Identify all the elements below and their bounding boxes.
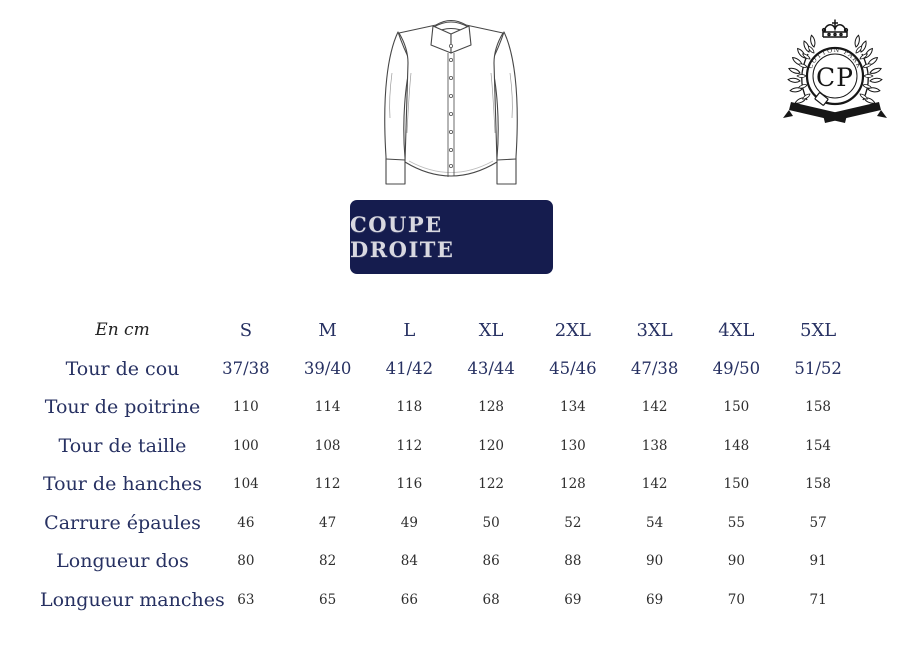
size-cell: 112	[396, 437, 423, 454]
size-cell: 54	[646, 514, 664, 531]
row-label: Longueur manches	[40, 588, 225, 611]
size-chart-header-row: En cm S M L XL 2XL 3XL 4XL 5XL	[40, 311, 859, 350]
size-chart-row: Tour de cou 37/38 39/40 41/42 43/44 45/46 47/3…	[40, 350, 859, 389]
size-cell: 63	[237, 591, 255, 608]
size-cell: 138	[641, 437, 668, 454]
size-cell: 142	[641, 476, 668, 493]
row-label: Longueur dos	[56, 550, 189, 573]
size-chart-row: Longueur dos 80 82 84 86 88 90 90 91	[40, 542, 859, 581]
logo-monogram: CP	[816, 63, 854, 92]
size-chart-row: Longueur manches 63 65 66 68 69 69 70 71	[40, 581, 859, 620]
size-cell: 46	[237, 514, 255, 531]
laurel-wreath-icon	[787, 34, 883, 106]
size-cell: 45/46	[549, 359, 597, 379]
size-cell: 116	[396, 476, 423, 493]
size-cell: 55	[727, 514, 745, 531]
size-cell: 69	[646, 591, 664, 608]
size-cell: 52	[564, 514, 582, 531]
size-cell: 112	[314, 476, 341, 493]
size-column-header: 3XL	[636, 319, 673, 341]
logo-ring	[805, 46, 865, 106]
size-cell: 130	[559, 437, 586, 454]
shirt-buttons	[449, 43, 454, 168]
size-cell: 49	[400, 514, 418, 531]
size-cell: 158	[805, 399, 832, 416]
size-cell: 80	[237, 553, 255, 570]
size-chart-row: Tour de taille 100 108 112 120 130 138 148 154	[40, 427, 859, 466]
row-label: Tour de hanches	[42, 473, 203, 496]
size-cell: 134	[559, 399, 586, 416]
size-cell: 86	[482, 553, 500, 570]
size-cell: 71	[809, 591, 827, 608]
fit-banner-label: COUPE DROITE	[350, 212, 455, 262]
shirt-body	[398, 19, 504, 177]
size-column-header: S	[239, 319, 253, 341]
size-cell: 118	[396, 399, 423, 416]
size-column-header: 4XL	[718, 319, 755, 341]
size-cell: 122	[478, 476, 505, 493]
size-cell: 84	[400, 553, 418, 570]
size-cell: 37/38	[222, 359, 270, 379]
size-cell: 57	[809, 514, 827, 531]
shirt-illustration	[384, 19, 518, 185]
size-chart-table: En cm S M L XL 2XL 3XL 4XL 5XL Tour de cou 37/38 39…	[40, 311, 859, 619]
row-label: Carrure épaules	[44, 511, 201, 534]
size-cell: 90	[727, 553, 745, 570]
size-cell: 41/42	[385, 359, 434, 379]
size-cell: 70	[727, 591, 745, 608]
size-cell: 108	[314, 437, 341, 454]
size-cell: 148	[723, 437, 750, 454]
size-column-header: XL	[478, 319, 504, 341]
size-cell: 100	[232, 437, 259, 454]
row-label: Tour de taille	[58, 434, 187, 457]
size-cell: 128	[559, 476, 586, 493]
size-cell: 68	[482, 591, 500, 608]
size-cell: 49/50	[712, 359, 761, 379]
size-cell: 150	[723, 476, 750, 493]
size-cell: 66	[400, 591, 418, 608]
size-cell: 120	[478, 437, 505, 454]
size-chart-row: Carrure épaules 46 47 49 50 52 54 55 57	[40, 504, 859, 543]
size-column-header: M	[318, 319, 337, 341]
size-cell: 158	[805, 476, 832, 493]
size-cell: 104	[232, 476, 259, 493]
ribbon-icon	[783, 102, 887, 123]
fit-banner: COUPE DROITE	[350, 200, 553, 274]
size-chart-row: Tour de hanches 104 112 116 122 128 142 150 158	[40, 465, 859, 504]
size-cell: 69	[564, 591, 582, 608]
row-label: Tour de poitrine	[44, 396, 201, 419]
size-cell: 82	[319, 553, 337, 570]
size-chart-row: Tour de poitrine 110 114 118 128 134 142 150 158	[40, 388, 859, 427]
size-cell: 128	[478, 399, 505, 416]
size-cell: 142	[641, 399, 668, 416]
size-cell: 47/38	[630, 359, 679, 379]
size-column-header: L	[403, 319, 416, 341]
cotton-park-logo: COTTON PARK CP	[783, 19, 887, 123]
size-cell: 43/44	[467, 359, 515, 379]
size-cell: 91	[809, 553, 827, 570]
size-column-header: 2XL	[554, 319, 591, 341]
size-cell: 50	[482, 514, 500, 531]
size-cell: 88	[564, 553, 582, 570]
size-cell: 90	[646, 553, 664, 570]
size-cell: 51/52	[794, 359, 842, 379]
shirt-right-sleeve	[490, 31, 518, 185]
size-cell: 150	[723, 399, 750, 416]
size-column-header: 5XL	[800, 319, 837, 341]
row-label: Tour de cou	[65, 357, 180, 380]
belt-buckle-icon	[814, 92, 829, 106]
crown-icon	[821, 19, 849, 38]
size-cell: 39/40	[303, 359, 352, 379]
unit-header: En cm	[95, 320, 150, 341]
size-cell: 110	[232, 399, 259, 416]
size-cell: 65	[319, 591, 337, 608]
size-cell: 114	[314, 399, 341, 416]
size-cell: 47	[319, 514, 337, 531]
size-cell: 154	[805, 437, 832, 454]
shirt-left-sleeve	[384, 31, 412, 185]
